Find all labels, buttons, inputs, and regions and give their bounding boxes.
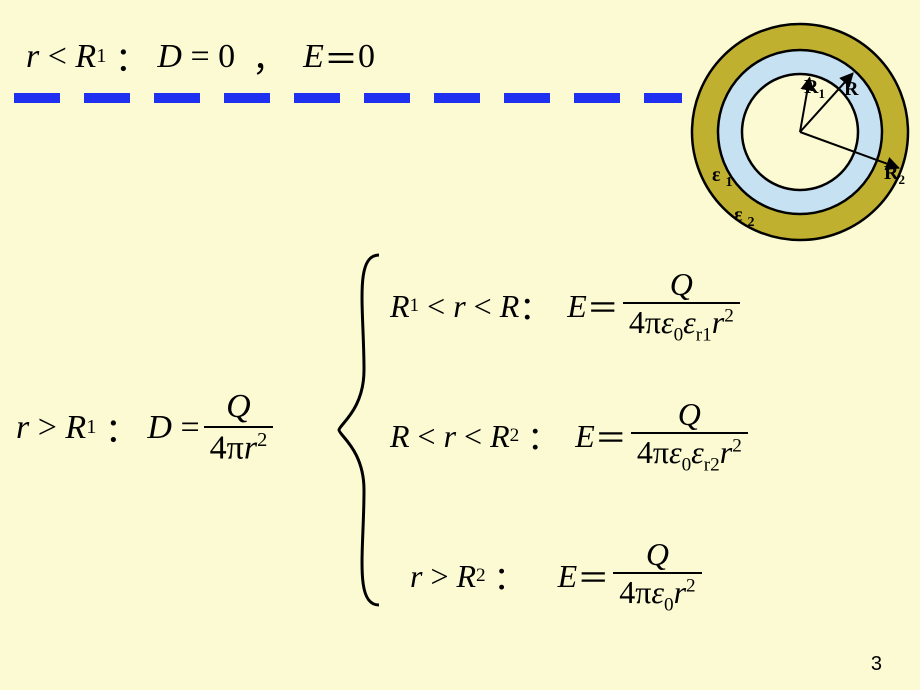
- sym-eq2: ＝: [324, 32, 358, 81]
- colon: ：: [105, 403, 139, 452]
- zero2: 0: [358, 38, 375, 76]
- comma: ，: [252, 32, 286, 81]
- eq-case2: R < r < R2 ： E ＝ Q 4πε0εr2r2: [390, 398, 752, 475]
- sym-E: E: [303, 38, 324, 76]
- eq-left: r > R1 ： D = Q 4πr2: [16, 390, 277, 465]
- sym-eq: =: [190, 38, 209, 76]
- eq-case3: r > R2 ： E ＝ Q 4πε0r2: [410, 538, 706, 615]
- sym-r: r: [16, 409, 29, 447]
- eq-case0: r < R1 ： D = 0 ， E ＝ 0: [26, 32, 375, 81]
- sym-D: D: [147, 409, 172, 447]
- zero1: 0: [218, 38, 235, 76]
- sym-R-sub: 1: [86, 416, 96, 439]
- page-number: 3: [871, 653, 882, 676]
- brace-icon: [334, 250, 394, 610]
- sym-gt: >: [38, 409, 57, 447]
- frac-D: Q 4πr2: [204, 390, 274, 465]
- sym-eq: =: [180, 409, 199, 447]
- sym-r: r: [26, 38, 39, 76]
- sym-R: R: [75, 38, 96, 76]
- sym-R: R: [65, 409, 86, 447]
- sym-D: D: [157, 38, 182, 76]
- sym-R-sub: 1: [96, 45, 106, 68]
- shells-diagram: R1RR2ε 1ε 2: [680, 6, 920, 266]
- colon: ：: [115, 32, 149, 81]
- eq-case1: R1 < r < R ： E ＝ Q 4πε0εr1r2: [390, 268, 744, 345]
- sym-lt: <: [48, 38, 67, 76]
